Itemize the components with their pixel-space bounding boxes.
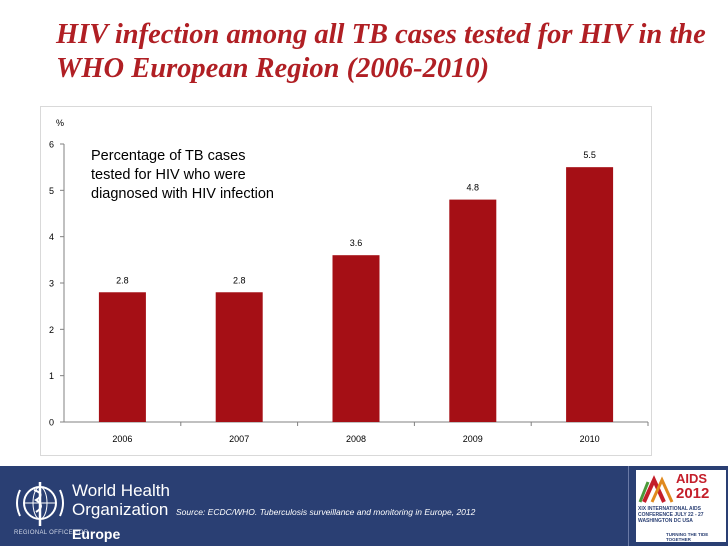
aids-name: AIDS	[676, 471, 708, 486]
bar-chart: % 0 1 2 3 4 5 6 2.8 2006 2.8 2007 3.6 2008 4.8 2009 5.5 2…	[49, 118, 649, 444]
who-region: Europe	[72, 526, 121, 542]
aids-conference-info: XIX INTERNATIONAL AIDS CONFERENCE JULY 2…	[638, 506, 704, 524]
y-tick-label: 6	[49, 140, 54, 150]
source-note: Source: ECDC/WHO. Tuberculosis surveilla…	[176, 507, 476, 517]
aids-tagline: TURNING THE TIDE TOGETHER	[666, 532, 709, 542]
y-tick-label: 5	[49, 186, 54, 196]
who-name-line2: Organization	[72, 500, 169, 519]
y-tick-label: 2	[49, 325, 54, 335]
bar-2010	[566, 167, 614, 422]
aids-year: 2012	[676, 485, 710, 502]
data-label-2009: 4.8	[467, 183, 480, 193]
x-tick-label: 2007	[229, 434, 249, 444]
y-tick-label: 3	[49, 279, 54, 289]
slide-title: HIV infection among all TB cases tested …	[56, 19, 706, 84]
who-regional-office: REGIONAL OFFICE FOR	[14, 530, 89, 536]
who-name-line1: World Health	[72, 481, 170, 500]
who-logo: World Health Organization REGIONAL OFFIC…	[12, 474, 170, 543]
y-axis-label: %	[56, 118, 64, 128]
bar-2007	[215, 292, 263, 422]
y-tick-label: 0	[49, 418, 54, 428]
x-tick-label: 2009	[463, 434, 483, 444]
data-label-2006: 2.8	[116, 275, 129, 285]
bar-2006	[98, 292, 146, 422]
bar-2008	[332, 255, 380, 422]
y-tick-label: 4	[49, 232, 54, 242]
data-label-2008: 3.6	[350, 238, 363, 248]
aids-ribbon-icon	[638, 475, 674, 503]
who-emblem-icon	[16, 482, 64, 526]
bar-2009	[449, 199, 497, 422]
chart-frame	[40, 106, 652, 456]
data-label-2010: 5.5	[583, 150, 596, 160]
x-tick-label: 2006	[112, 434, 132, 444]
x-tick-label: 2008	[346, 434, 366, 444]
aids-2012-logo: AIDS 2012 XIX INTERNATIONAL AIDS CONFERE…	[636, 470, 726, 542]
data-label-2007: 2.8	[233, 275, 246, 285]
chart-annotation: Percentage of TB cases tested for HIV wh…	[91, 148, 274, 202]
footer-bar: World Health Organization REGIONAL OFFIC…	[0, 466, 728, 546]
footer-divider	[628, 466, 629, 546]
x-tick-label: 2010	[580, 434, 600, 444]
y-tick-label: 1	[49, 371, 54, 381]
